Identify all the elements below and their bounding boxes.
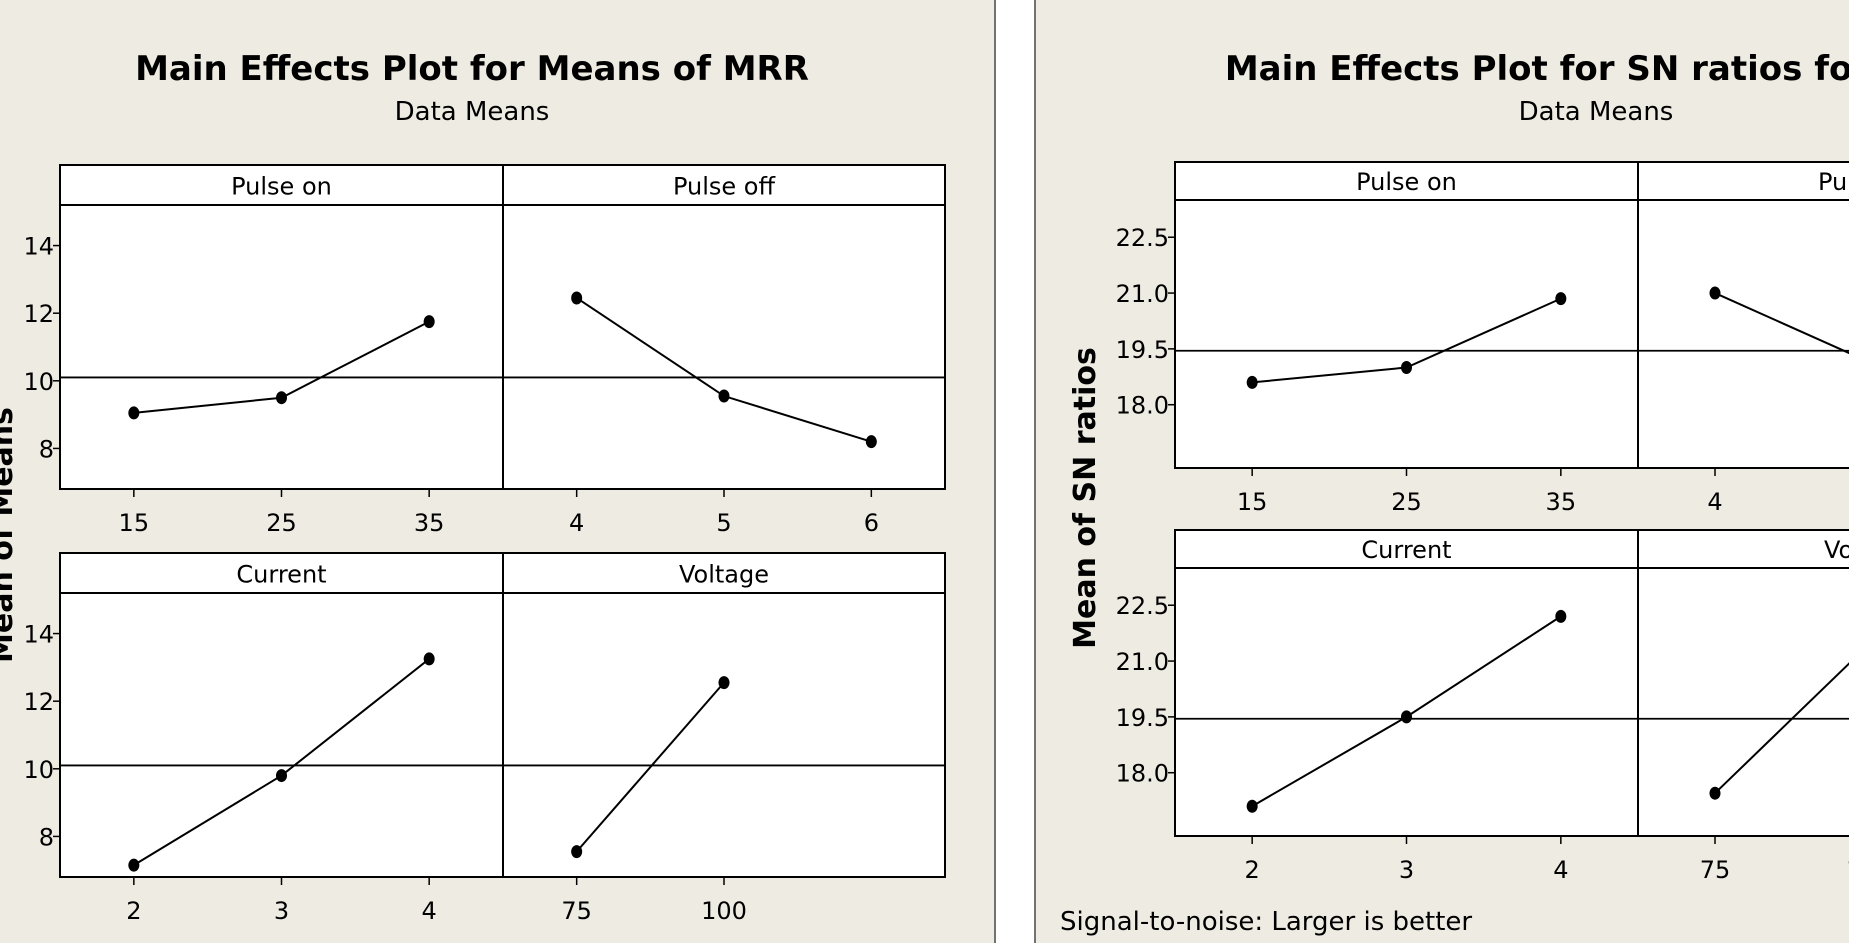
c2-voltage-mean-line (1714, 662, 1849, 794)
c1-voltage-data-point (718, 676, 730, 690)
c1-current-panel-bg (60, 553, 503, 877)
c1-current-strip-label: Current (236, 561, 326, 589)
c1-current-data-point (128, 858, 140, 872)
c1-pulse-off-panel-border (502, 164, 946, 490)
c2-pulse-on-x-tick-label: 15 (1237, 488, 1268, 516)
c1-current-y-tick-label: 10 (23, 756, 54, 784)
c2-pulse-off-panel-bg (1638, 162, 1849, 468)
c2-voltage-panel-bg (1638, 530, 1849, 836)
c2-pulse-on-strip-label: Pulse on (1356, 168, 1457, 196)
c1-pulse-off-x-tick-label: 4 (569, 509, 584, 537)
c1-voltage-strip-label: Voltage (679, 561, 769, 589)
c2-pulse-on-data-point (1401, 361, 1412, 374)
chart2-title: Main Effects Plot for SN ratios for MRR (1225, 49, 1849, 89)
c1-voltage-panel-border (502, 552, 946, 878)
c1-pulse-off-x-tick-label: 6 (864, 509, 879, 537)
c2-pulse-off-x-tick-label: 4 (1707, 488, 1722, 516)
c1-current-y-tick-label: 12 (23, 688, 54, 716)
c1-pulse-on-y-tick-label: 12 (23, 300, 54, 328)
c1-pulse-off-data-point (865, 435, 877, 449)
c2-current-panel-bg (1175, 530, 1638, 836)
c2-voltage-strip-label: Voltage (1824, 536, 1849, 564)
c1-current-y-tick-label: 14 (23, 621, 54, 649)
c1-pulse-on-data-point (276, 391, 287, 405)
c1-current-x-tick-label: 2 (126, 897, 141, 925)
c1-current-data-point (276, 769, 287, 783)
chart1-plot-area: Pulse on 15 25 35 8 10 12 14 Pulse off 4 5 6 Current… (23, 164, 946, 925)
c2-current-x-tick-label: 4 (1553, 856, 1568, 884)
c1-voltage-mean-line (575, 681, 725, 853)
chart1-subtitle: Data Means (395, 97, 550, 127)
c2-current-data-point (1246, 799, 1258, 813)
c1-pulse-on-x-tick-label: 35 (414, 509, 445, 537)
chart2-ylabel: Mean of SN ratios (1068, 347, 1103, 649)
c2-pulse-on-y-tick-label: 21.0 (1116, 280, 1169, 308)
c2-voltage-x-tick-label: 100 (1846, 856, 1849, 884)
c1-pulse-off-x-tick-label: 5 (716, 509, 731, 537)
c1-pulse-off-strip-label: Pulse off (673, 173, 776, 201)
c1-voltage-data-point (571, 845, 583, 859)
c1-pulse-on-strip-label: Pulse on (231, 173, 332, 201)
c2-pulse-on-panel-bg (1175, 162, 1638, 468)
c1-voltage-x-tick-label: 75 (561, 897, 592, 925)
c1-current-x-tick-label: 3 (274, 897, 289, 925)
c2-voltage-x-tick-label: 75 (1700, 856, 1731, 884)
c2-pulse-off-panel-border (1637, 161, 1849, 469)
c2-voltage-panel-border (1637, 529, 1849, 837)
c1-pulse-on-x-tick-label: 15 (119, 509, 150, 537)
c2-voltage-data-point (1709, 786, 1721, 800)
c2-current-x-tick-label: 2 (1245, 856, 1260, 884)
c2-pulse-on-data-point (1246, 375, 1258, 389)
chart2-plot-area: Pulse on 15 25 35 18.0 19.5 21.0 22.5 Pulse off 4… (1116, 161, 1849, 884)
c2-pulse-on-data-point (1555, 292, 1567, 306)
c1-pulse-on-panel-bg (60, 165, 503, 489)
c1-pulse-on-y-tick-label: 14 (23, 233, 54, 261)
c2-current-x-tick-label: 3 (1399, 856, 1414, 884)
c2-current-y-tick-label: 19.5 (1116, 704, 1169, 732)
c1-current-x-tick-label: 4 (422, 897, 437, 925)
c1-pulse-on-data-point (423, 315, 435, 329)
c2-pulse-off-strip-label: Pulse off (1818, 168, 1849, 196)
c2-current-y-tick-label: 21.0 (1116, 648, 1169, 676)
c1-pulse-off-data-point (718, 389, 730, 403)
chart2-footnote: Signal-to-noise: Larger is better (1060, 907, 1472, 937)
c1-voltage-x-tick-label: 100 (701, 897, 747, 925)
c1-pulse-off-panel-bg (503, 165, 945, 489)
chart1-ylabel: Mean of Means (0, 407, 20, 663)
c2-current-data-point (1555, 609, 1567, 623)
c1-voltage-panel-bg (503, 553, 945, 877)
c1-current-y-tick-label: 8 (39, 823, 54, 851)
c1-current-data-point (423, 652, 435, 666)
c1-pulse-off-data-point (571, 291, 583, 305)
c2-current-y-tick-label: 22.5 (1116, 592, 1169, 620)
c2-pulse-off-mean-line (1714, 292, 1849, 355)
c2-current-y-tick-label: 18.0 (1116, 760, 1169, 788)
c2-pulse-off-data-point (1709, 286, 1721, 300)
c1-pulse-on-y-tick-label: 10 (23, 368, 54, 396)
c2-pulse-on-x-tick-label: 25 (1391, 488, 1422, 516)
c1-pulse-on-data-point (128, 406, 140, 420)
c2-current-data-point (1401, 710, 1412, 724)
figure-divider (994, 0, 1036, 943)
chart2-subtitle: Data Means (1519, 97, 1674, 127)
chart1-title: Main Effects Plot for Means of MRR (135, 49, 809, 89)
c1-pulse-on-x-tick-label: 25 (266, 509, 297, 537)
c2-current-strip-label: Current (1361, 536, 1451, 564)
c2-pulse-on-y-tick-label: 22.5 (1116, 224, 1169, 252)
c2-pulse-on-y-tick-label: 19.5 (1116, 336, 1169, 364)
c2-pulse-on-x-tick-label: 35 (1546, 488, 1577, 516)
c2-pulse-on-y-tick-label: 18.0 (1116, 392, 1169, 420)
c1-pulse-on-y-tick-label: 8 (39, 435, 54, 463)
